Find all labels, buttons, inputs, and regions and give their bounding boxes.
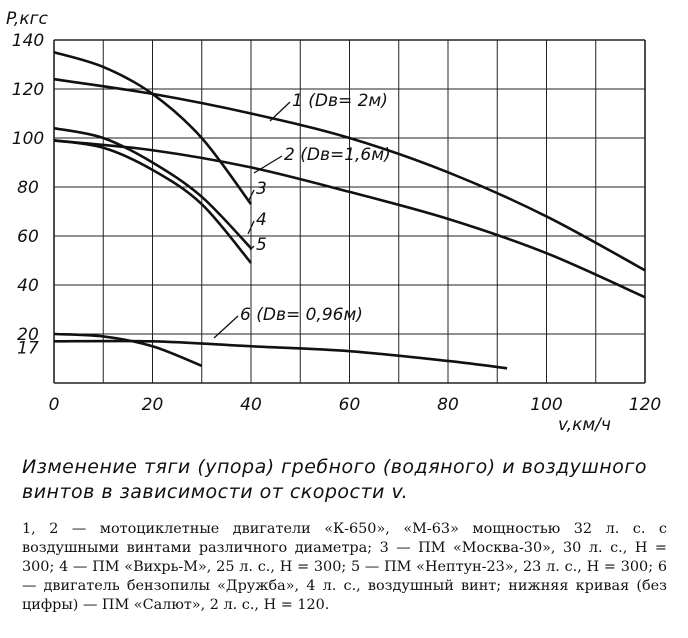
y-tick-label-extra: 17 [17, 338, 39, 358]
series-label-3: 3 [256, 179, 267, 199]
label-leader-4 [247, 220, 255, 235]
x-tick-label: 100 [530, 395, 562, 415]
y-tick-label: 80 [17, 178, 39, 198]
label-leader-5 [249, 245, 255, 251]
x-tick-label: 120 [629, 395, 661, 415]
label-leader-3 [247, 189, 255, 203]
y-tick-label: 60 [17, 227, 39, 247]
tick-labels: 1 (Dв= 2м) 2 (Dв=1,6м) 3 4 5 6 (Dв= 0,96м) 0 20… [12, 31, 661, 415]
x-tick-label: 20 [142, 395, 164, 415]
series-label-6: 6 (Dв= 0,96м) [240, 305, 363, 325]
series-line-5 [53, 139, 252, 264]
figure-note: 1, 2 — мотоциклетные двигатели «К-650», … [22, 521, 667, 613]
x-tick-label: 0 [49, 395, 60, 415]
y-tick-label: 140 [12, 31, 44, 51]
series-label-5: 5 [256, 235, 267, 255]
y-tick-label: 120 [12, 80, 44, 100]
x-axis-label: v,км/ч [558, 415, 611, 435]
thrust-chart: 1 (Dв= 2м) 2 (Dв=1,6м) 3 4 5 6 (Dв= 0,96м) 0 20… [6, 9, 661, 435]
series-lines [53, 51, 646, 370]
label-leader-1 [269, 101, 291, 122]
series-line-3 [53, 51, 253, 205]
y-tick-label: 100 [12, 129, 44, 149]
series-label-4: 4 [256, 210, 267, 230]
label-leader-6 [213, 315, 239, 339]
y-tick-label: 40 [17, 276, 39, 296]
series-line-4 [53, 126, 252, 250]
series-line-2 [53, 139, 646, 299]
label-leader-2 [253, 155, 283, 174]
label-leaders [213, 101, 291, 339]
x-tick-label: 60 [339, 395, 361, 415]
series-line-6 [53, 332, 203, 368]
series-label-1: 1 (Dв= 2м) [292, 91, 388, 111]
figure-caption: Изменение тяги (упора) гребного (водяног… [22, 456, 647, 503]
y-axis-label: P,кгс [6, 9, 49, 29]
series-label-2: 2 (Dв=1,6м) [284, 145, 391, 165]
x-tick-label: 80 [437, 395, 459, 415]
grid [53, 39, 646, 384]
series-line-7 [53, 339, 508, 370]
y-tick-label: 20 [17, 325, 39, 345]
x-tick-label: 40 [240, 395, 262, 415]
